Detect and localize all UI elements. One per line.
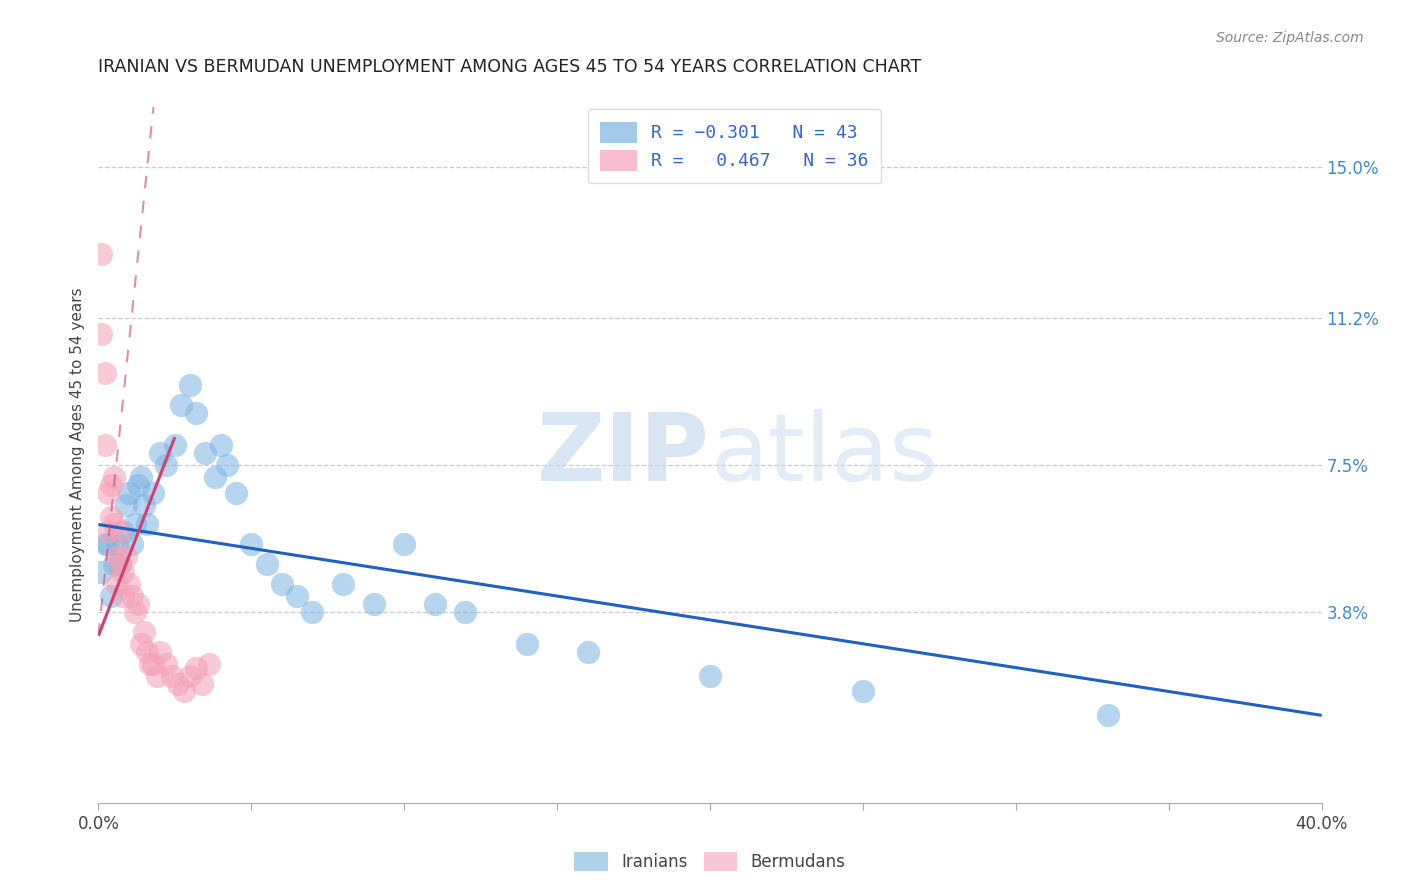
Point bbox=[186, 660, 208, 674]
Point bbox=[145, 668, 167, 682]
Point bbox=[90, 326, 112, 341]
Point bbox=[105, 549, 128, 564]
Point bbox=[423, 597, 446, 611]
Point bbox=[179, 668, 201, 682]
Point bbox=[134, 498, 156, 512]
Text: ZIP: ZIP bbox=[537, 409, 710, 501]
Point bbox=[852, 684, 875, 698]
Point bbox=[121, 589, 143, 603]
Point bbox=[97, 525, 120, 540]
Point bbox=[127, 597, 149, 611]
Point bbox=[576, 645, 599, 659]
Point bbox=[105, 537, 128, 551]
Point bbox=[108, 558, 131, 572]
Point bbox=[155, 458, 177, 472]
Point bbox=[256, 558, 278, 572]
Point bbox=[516, 637, 538, 651]
Point bbox=[167, 676, 190, 690]
Point bbox=[97, 485, 120, 500]
Text: IRANIAN VS BERMUDAN UNEMPLOYMENT AMONG AGES 45 TO 54 YEARS CORRELATION CHART: IRANIAN VS BERMUDAN UNEMPLOYMENT AMONG A… bbox=[98, 58, 922, 76]
Point bbox=[173, 684, 195, 698]
Point bbox=[127, 477, 149, 491]
Point bbox=[115, 549, 138, 564]
Point bbox=[93, 367, 115, 381]
Point bbox=[134, 624, 156, 639]
Point bbox=[149, 645, 172, 659]
Point bbox=[186, 406, 208, 420]
Point bbox=[204, 470, 226, 484]
Point bbox=[160, 668, 183, 682]
Point bbox=[100, 509, 122, 524]
Point bbox=[111, 589, 134, 603]
Point bbox=[363, 597, 385, 611]
Point bbox=[93, 537, 115, 551]
Point bbox=[103, 470, 125, 484]
Point bbox=[270, 577, 292, 591]
Legend: Iranians, Bermudans: Iranians, Bermudans bbox=[568, 846, 852, 878]
Point bbox=[111, 525, 134, 540]
Point bbox=[97, 537, 120, 551]
Point bbox=[90, 247, 112, 261]
Point bbox=[129, 637, 152, 651]
Point bbox=[170, 398, 193, 412]
Point bbox=[240, 537, 263, 551]
Point bbox=[103, 517, 125, 532]
Text: atlas: atlas bbox=[710, 409, 938, 501]
Point bbox=[115, 498, 138, 512]
Point bbox=[121, 537, 143, 551]
Point bbox=[215, 458, 238, 472]
Point bbox=[118, 577, 141, 591]
Point bbox=[124, 517, 146, 532]
Point bbox=[194, 446, 217, 460]
Point bbox=[179, 378, 201, 392]
Point bbox=[108, 558, 131, 572]
Point bbox=[332, 577, 354, 591]
Point bbox=[197, 657, 219, 671]
Point bbox=[111, 565, 134, 579]
Text: Source: ZipAtlas.com: Source: ZipAtlas.com bbox=[1216, 31, 1364, 45]
Point bbox=[124, 605, 146, 619]
Point bbox=[1097, 708, 1119, 723]
Point bbox=[129, 470, 152, 484]
Point bbox=[108, 525, 131, 540]
Y-axis label: Unemployment Among Ages 45 to 54 years: Unemployment Among Ages 45 to 54 years bbox=[69, 287, 84, 623]
Point bbox=[209, 438, 232, 452]
Point bbox=[118, 485, 141, 500]
Point bbox=[191, 676, 214, 690]
Point bbox=[105, 577, 128, 591]
Point bbox=[301, 605, 323, 619]
Point bbox=[100, 477, 122, 491]
Point bbox=[142, 657, 165, 671]
Point bbox=[136, 645, 159, 659]
Point bbox=[139, 657, 162, 671]
Point bbox=[699, 668, 721, 682]
Point bbox=[142, 485, 165, 500]
Point bbox=[285, 589, 308, 603]
Point bbox=[392, 537, 416, 551]
Point bbox=[100, 589, 122, 603]
Point bbox=[225, 485, 247, 500]
Point bbox=[90, 565, 112, 579]
Point bbox=[103, 558, 125, 572]
Point bbox=[149, 446, 172, 460]
Point bbox=[93, 438, 115, 452]
Point bbox=[454, 605, 477, 619]
Point bbox=[163, 438, 186, 452]
Point bbox=[136, 517, 159, 532]
Point bbox=[155, 657, 177, 671]
